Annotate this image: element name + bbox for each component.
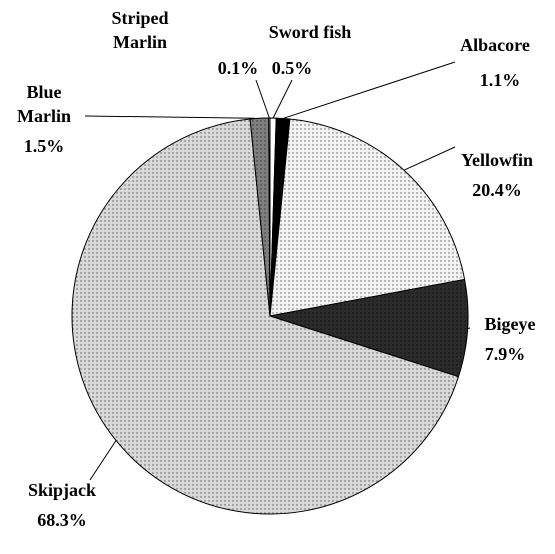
slice-value-label: 1.5% — [23, 136, 65, 156]
slice-texture — [250, 118, 270, 316]
slice-texture — [270, 119, 465, 316]
slice-name: Albacore — [460, 35, 530, 55]
leader-line — [89, 440, 117, 481]
leader-line — [403, 146, 456, 171]
leader-line — [84, 115, 260, 119]
slice-texture — [270, 279, 469, 377]
slice-name: Skipjack — [27, 480, 97, 500]
slice-name: Striped Marlin — [111, 8, 169, 52]
slice-value-label: 20.4% — [472, 180, 522, 200]
slice-value-label: 68.3% — [37, 510, 87, 530]
leader-line — [282, 61, 456, 119]
leader-line — [272, 79, 293, 119]
slice-name: Blue Marlin — [17, 82, 71, 126]
slice-name: Bigeye — [484, 314, 536, 334]
slice-texture — [72, 119, 459, 514]
slice-value-label: 0.5% — [271, 58, 313, 78]
slice-name: Yellowfin — [461, 150, 533, 170]
slice-value-label: 7.9% — [484, 344, 526, 364]
slice-value-label: 1.1% — [479, 70, 521, 90]
slice-value-label: 0.1% — [217, 58, 259, 78]
leader-line — [255, 79, 270, 119]
slice-name: Sword fish — [268, 22, 352, 42]
